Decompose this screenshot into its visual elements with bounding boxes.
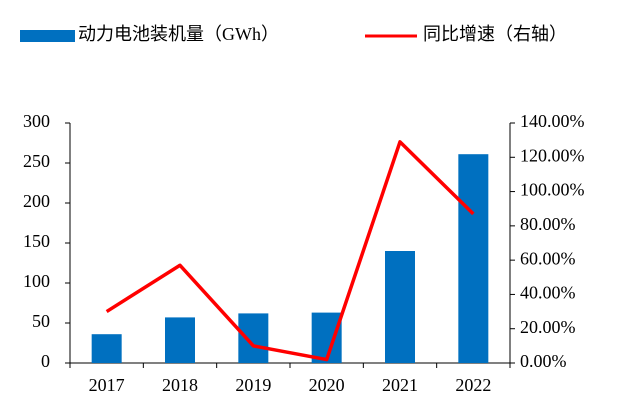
line (105, 140, 475, 362)
y2-tick-label: 100.00% (520, 180, 585, 200)
legend-label: 同比增速（右轴） (423, 24, 567, 44)
y2-tick-label: 80.00% (520, 214, 576, 234)
bar (91, 334, 122, 363)
y2-tick-label: 120.00% (520, 145, 585, 165)
y2-tick-label: 60.00% (520, 248, 576, 268)
y-tick-label: 100 (23, 271, 50, 291)
y2-tick-label: 140.00% (520, 111, 585, 131)
y2-tick-label: 20.00% (520, 317, 576, 337)
legend-label: 动力电池装机量（GWh） (78, 24, 279, 44)
y2-tick-label: 0.00% (520, 351, 567, 371)
legend-swatch (20, 30, 75, 42)
bar (238, 313, 269, 363)
y-tick-label: 50 (32, 311, 50, 331)
y2-tick-label: 40.00% (520, 283, 576, 303)
x-tick-label: 2021 (382, 375, 418, 395)
bar (385, 251, 415, 363)
y-tick-label: 0 (41, 351, 50, 371)
y-tick-label: 150 (23, 231, 50, 251)
x-tick-label: 2020 (309, 375, 345, 395)
bar (165, 317, 195, 363)
y-tick-label: 250 (23, 151, 50, 171)
bar (458, 154, 489, 363)
y-tick-label: 200 (23, 191, 50, 211)
x-tick-label: 2017 (89, 375, 125, 395)
x-tick-label: 2018 (162, 375, 198, 395)
x-tick-label: 2019 (235, 375, 271, 395)
x-tick-label: 2022 (455, 375, 491, 395)
y-tick-label: 300 (23, 111, 50, 131)
